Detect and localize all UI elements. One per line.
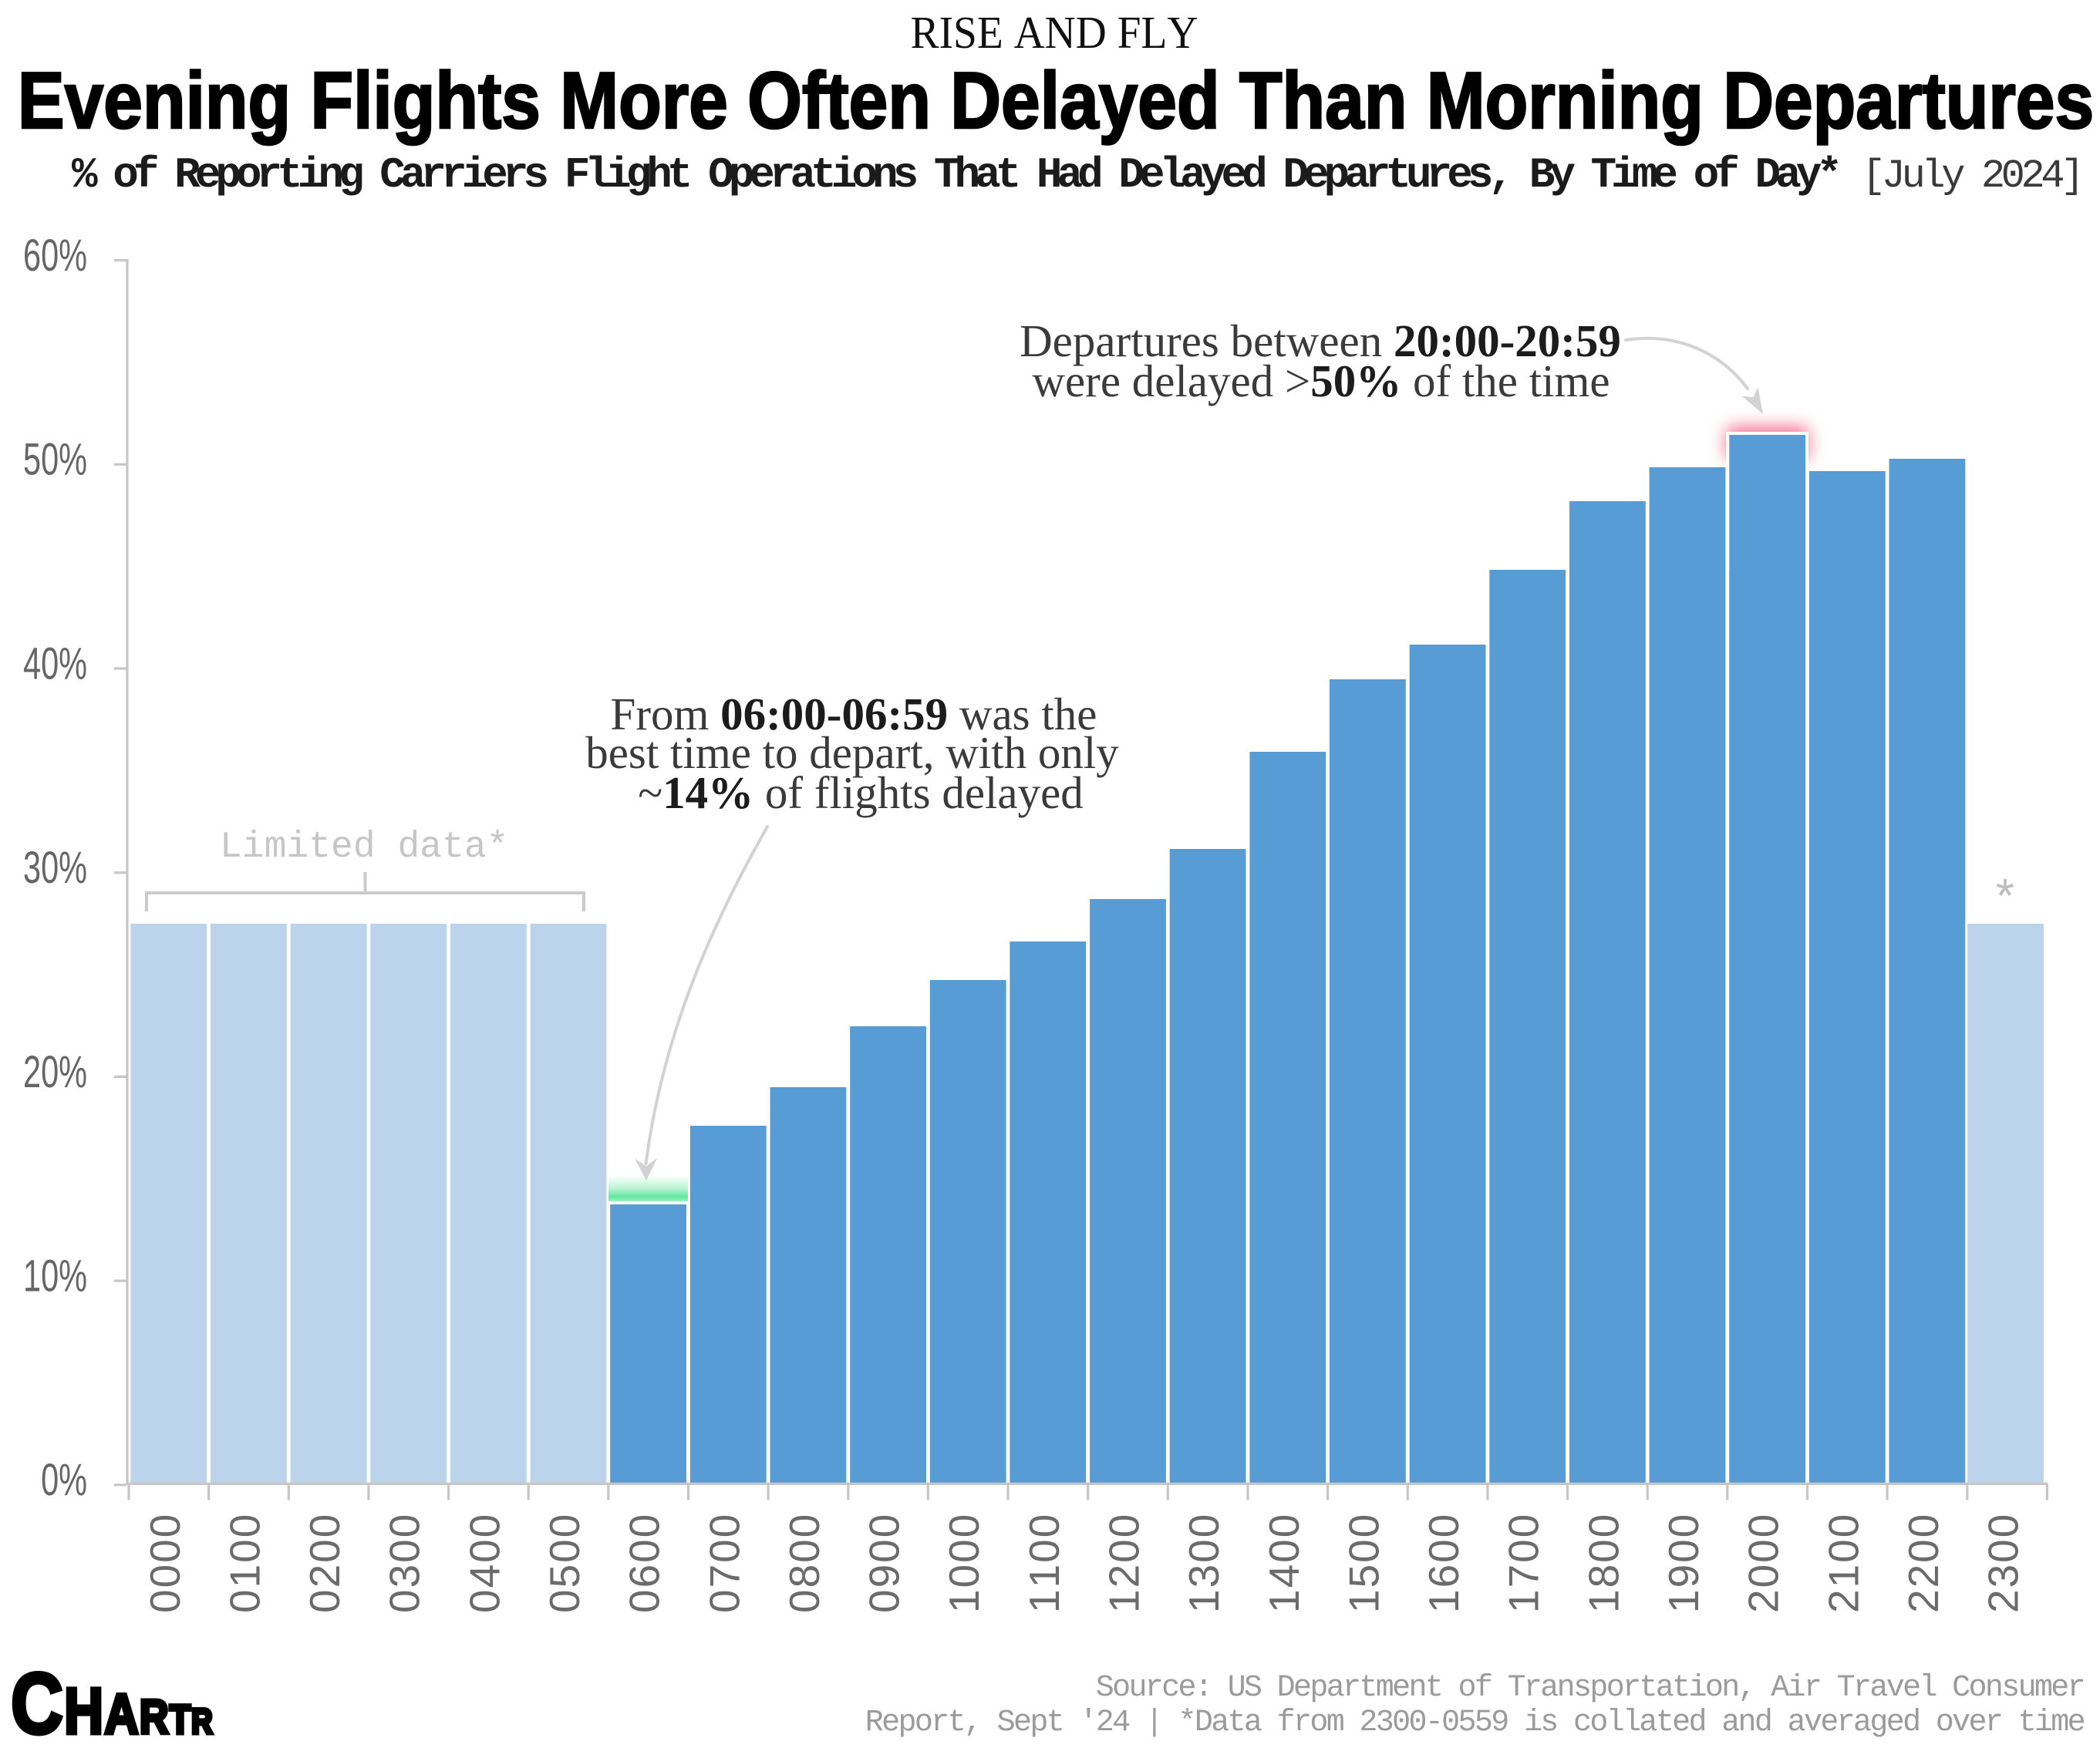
svg-text:30%: 30% xyxy=(23,842,87,893)
svg-text:2300: 2300 xyxy=(1980,1513,2028,1613)
svg-text:0000: 0000 xyxy=(141,1513,189,1613)
svg-text:~14% of flights delayed: ~14% of flights delayed xyxy=(638,767,1084,818)
svg-text:1400: 1400 xyxy=(1260,1513,1308,1613)
svg-text:Departures between 20:00-20:59: Departures between 20:00-20:59 xyxy=(1020,315,1621,366)
svg-text:0400: 0400 xyxy=(460,1513,508,1613)
svg-text:0800: 0800 xyxy=(780,1513,828,1613)
svg-text:10%: 10% xyxy=(23,1251,87,1302)
svg-text:1100: 1100 xyxy=(1020,1513,1068,1613)
svg-text:2200: 2200 xyxy=(1899,1513,1947,1613)
svg-text:0200: 0200 xyxy=(301,1513,349,1613)
svg-text:Source: US Department of Trans: Source: US Department of Transportation,… xyxy=(1096,1671,2084,1706)
svg-text:1800: 1800 xyxy=(1579,1513,1627,1613)
svg-text:0600: 0600 xyxy=(621,1513,669,1613)
svg-text:1900: 1900 xyxy=(1660,1513,1707,1613)
svg-text:0100: 0100 xyxy=(221,1513,268,1613)
svg-text:Limited data*: Limited data* xyxy=(220,827,508,868)
svg-text:From 06:00-06:59 was the: From 06:00-06:59 was the xyxy=(611,689,1097,739)
svg-text:0300: 0300 xyxy=(381,1513,429,1613)
svg-text:1500: 1500 xyxy=(1340,1513,1387,1613)
svg-text:0500: 0500 xyxy=(541,1513,588,1613)
svg-text:2100: 2100 xyxy=(1819,1513,1867,1613)
svg-text:1000: 1000 xyxy=(940,1513,988,1613)
svg-text:Evening Flights More Often Del: Evening Flights More Often Delayed Than … xyxy=(18,56,2094,145)
svg-text:Report, Sept '24 | *Data from: Report, Sept '24 | *Data from 2300-0559 … xyxy=(865,1706,2085,1740)
svg-text:were delayed >50% of the time: were delayed >50% of the time xyxy=(1032,355,1610,406)
svg-text:1300: 1300 xyxy=(1180,1513,1228,1613)
svg-text:0700: 0700 xyxy=(700,1513,748,1613)
svg-text:20%: 20% xyxy=(23,1046,87,1097)
svg-text:CHARTR: CHARTR xyxy=(11,1655,214,1744)
svg-text:% of Reporting Carriers Flight: % of Reporting Carriers Flight Operation… xyxy=(72,150,1838,200)
svg-text:RISE AND FLY: RISE AND FLY xyxy=(911,8,1198,58)
svg-text:1600: 1600 xyxy=(1420,1513,1468,1613)
svg-text:1700: 1700 xyxy=(1500,1513,1548,1613)
svg-text:best time to depart, with only: best time to depart, with only xyxy=(585,727,1119,778)
svg-text:50%: 50% xyxy=(23,434,87,485)
svg-text:2000: 2000 xyxy=(1740,1513,1788,1613)
svg-text:40%: 40% xyxy=(23,638,87,689)
svg-text:60%: 60% xyxy=(23,230,87,281)
svg-text:1200: 1200 xyxy=(1101,1513,1148,1613)
svg-text:[July 2024]: [July 2024] xyxy=(1862,153,2081,199)
svg-text:0900: 0900 xyxy=(861,1513,908,1613)
svg-text:0%: 0% xyxy=(41,1454,87,1505)
svg-text:*: * xyxy=(1990,874,2019,928)
